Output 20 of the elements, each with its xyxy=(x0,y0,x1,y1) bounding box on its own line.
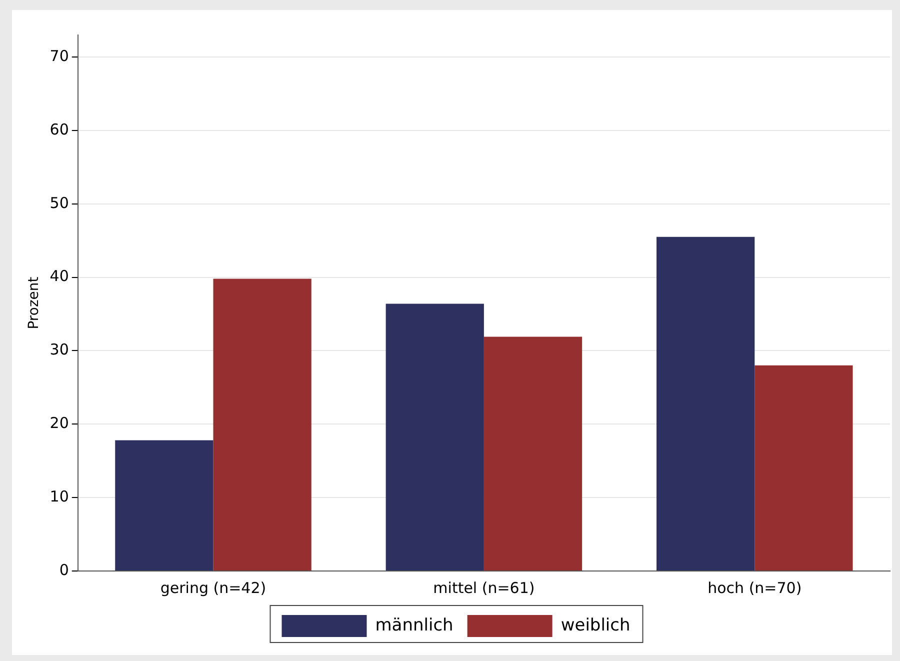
y-tick-label: 60 xyxy=(50,120,69,138)
bar xyxy=(115,440,214,570)
y-axis-title: Prozent xyxy=(26,276,42,330)
x-tick-label: hoch (n=70) xyxy=(708,578,802,597)
x-tick-label: gering (n=42) xyxy=(160,578,266,597)
text: weiblich xyxy=(560,615,630,636)
y-tick-label: 40 xyxy=(50,267,69,286)
x-tick-label: mittel (n=61) xyxy=(433,578,535,597)
bar xyxy=(754,365,853,570)
y-tick-label: 0 xyxy=(59,560,69,579)
y-tick-label: 20 xyxy=(50,414,69,432)
y-tick-label: 10 xyxy=(50,487,69,506)
bar xyxy=(656,236,755,570)
y-tick-label: 70 xyxy=(50,46,69,65)
bar xyxy=(213,278,312,570)
y-tick-label: 30 xyxy=(50,340,69,359)
bar xyxy=(484,336,582,570)
y-tick-label: 50 xyxy=(50,194,69,212)
bar xyxy=(386,304,484,570)
legend-label: männlich xyxy=(375,615,454,636)
